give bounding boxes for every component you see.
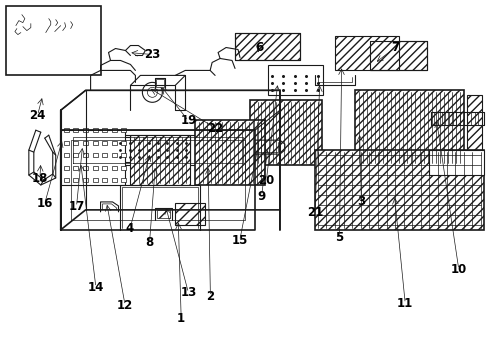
Bar [102, 166, 107, 170]
Bar [73, 153, 78, 157]
Text: 20: 20 [258, 174, 274, 186]
Bar [61, 130, 125, 185]
Text: 8: 8 [145, 236, 153, 249]
Bar [73, 128, 78, 132]
Bar [102, 128, 107, 132]
Bar [71, 135, 244, 165]
Bar [428, 150, 483, 175]
Text: 14: 14 [87, 281, 104, 294]
Bar [115, 137, 190, 162]
Text: 23: 23 [143, 48, 160, 61]
Text: 24: 24 [29, 109, 45, 122]
Bar [92, 166, 98, 170]
Bar [121, 178, 126, 182]
Text: 19: 19 [180, 114, 196, 127]
Bar [83, 141, 88, 145]
Bar [156, 80, 164, 87]
Bar [112, 153, 117, 157]
Bar [92, 128, 98, 132]
Bar [73, 141, 78, 145]
Bar [334, 36, 399, 71]
Bar [83, 128, 88, 132]
Bar [112, 141, 117, 145]
Text: 13: 13 [180, 287, 196, 300]
Bar [235, 32, 299, 60]
Bar [121, 166, 126, 170]
Bar [102, 178, 107, 182]
Bar [63, 153, 68, 157]
Text: 3: 3 [357, 195, 365, 208]
Bar [102, 153, 107, 157]
Bar [195, 120, 264, 185]
Bar [112, 128, 117, 132]
Bar [73, 166, 78, 170]
Bar [314, 150, 483, 230]
Bar [354, 90, 463, 165]
Bar [92, 153, 98, 157]
Bar [369, 41, 427, 71]
Circle shape [147, 87, 157, 97]
Text: 4: 4 [125, 222, 134, 235]
Text: 15: 15 [231, 234, 247, 247]
Bar [63, 141, 68, 145]
Bar [121, 153, 126, 157]
Text: 9: 9 [257, 190, 265, 203]
Bar [83, 153, 88, 157]
Text: 17: 17 [68, 201, 84, 213]
Bar [249, 100, 321, 165]
Bar [112, 178, 117, 182]
Text: 16: 16 [37, 197, 53, 210]
Text: 21: 21 [306, 206, 323, 219]
Bar [112, 166, 117, 170]
Bar [63, 178, 68, 182]
Bar [92, 141, 98, 145]
Text: 6: 6 [254, 41, 263, 54]
Bar [121, 128, 126, 132]
Bar [83, 166, 88, 170]
Circle shape [142, 82, 162, 102]
Bar [130, 135, 190, 185]
Bar [466, 95, 481, 150]
Bar [121, 141, 126, 145]
Bar [175, 203, 205, 225]
Bar [73, 178, 78, 182]
Bar [102, 141, 107, 145]
Bar [83, 178, 88, 182]
Text: 18: 18 [32, 172, 48, 185]
Text: 5: 5 [335, 231, 343, 244]
Text: 1: 1 [177, 311, 185, 325]
Text: 12: 12 [117, 299, 133, 312]
Bar [92, 178, 98, 182]
Text: 10: 10 [450, 263, 466, 276]
Bar [63, 128, 68, 132]
Bar [157, 210, 170, 218]
Bar [267, 66, 322, 95]
Bar [6, 6, 101, 75]
Text: 2: 2 [206, 290, 214, 303]
Text: 7: 7 [390, 41, 399, 54]
Bar [63, 166, 68, 170]
Text: 11: 11 [396, 297, 412, 310]
Text: 22: 22 [207, 122, 223, 135]
